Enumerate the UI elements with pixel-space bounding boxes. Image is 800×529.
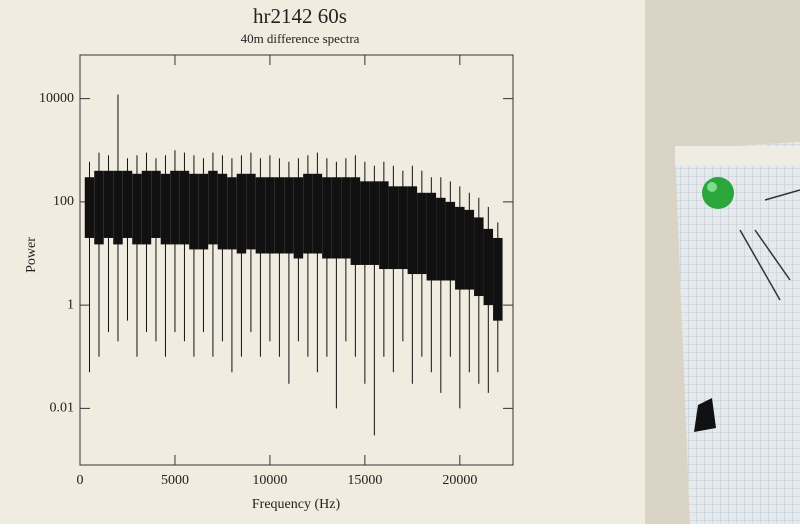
y-axis-label: Power (24, 237, 39, 273)
handwriting (739, 189, 800, 301)
paper (0, 0, 645, 524)
y-tick-label: 10000 (39, 91, 74, 106)
chart-subtitle: 40m difference spectra (241, 31, 360, 46)
pin-shine (707, 182, 717, 192)
pin (702, 177, 734, 209)
x-tick-label: 20000 (442, 473, 477, 488)
note-strip (675, 146, 800, 166)
y-tick-label: 1 (67, 297, 74, 312)
plot-frame (79, 54, 514, 466)
y-tick-label: 0.01 (50, 401, 75, 416)
x-tick-label: 0 (77, 473, 84, 488)
x-tick-label: 10000 (252, 473, 287, 488)
y-tick-label: 100 (53, 194, 74, 209)
chart-title: hr2142 60s (253, 4, 347, 28)
x-tick-label: 5000 (161, 473, 189, 488)
note-grid (675, 142, 800, 524)
x-axis-label: Frequency (Hz) (252, 497, 341, 512)
x-tick-label: 15000 (347, 473, 382, 488)
blot (694, 398, 716, 432)
